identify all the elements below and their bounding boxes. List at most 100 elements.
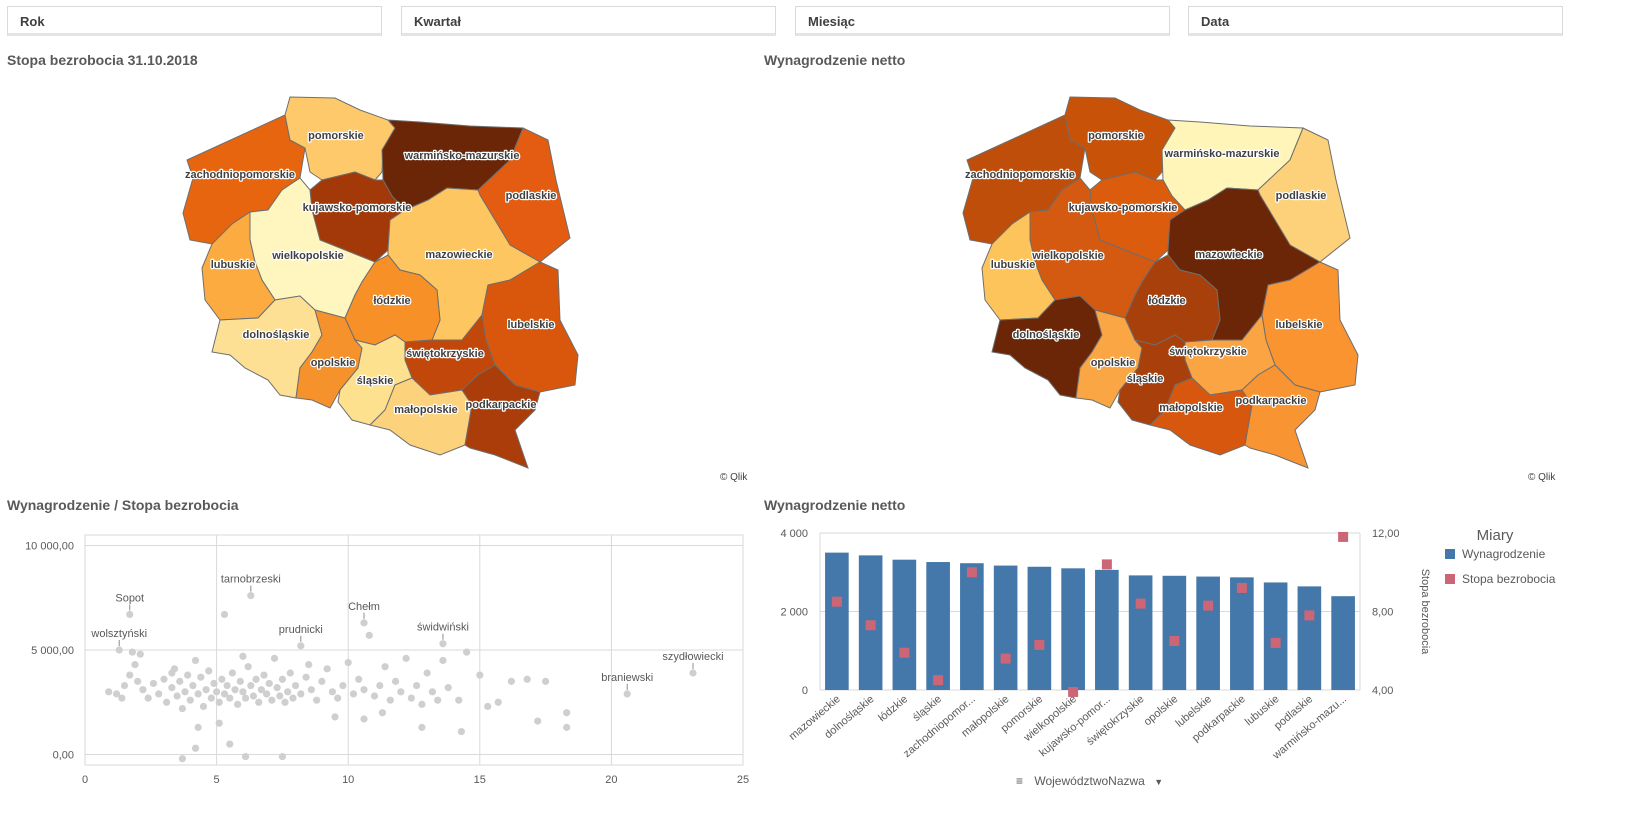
scatter-point	[226, 740, 234, 748]
legend-swatch	[1445, 574, 1455, 584]
x-tick-label: 25	[737, 774, 749, 786]
labeled-point	[689, 669, 697, 677]
marker	[1203, 600, 1214, 611]
scatter-chart[interactable]: 0 5 10 15 20 25 0,00 5 000,00 10 000,00 Sopot wols…	[0, 525, 760, 830]
point-label: braniewski	[601, 672, 653, 684]
bar	[993, 565, 1018, 690]
region-16	[461, 364, 541, 469]
filter-kwartal[interactable]: Kwartał	[401, 6, 776, 36]
scatter-point	[178, 755, 186, 763]
scatter-point	[186, 696, 194, 704]
scatter-point	[563, 709, 571, 717]
scatter-point	[194, 690, 202, 698]
scatter-point	[178, 704, 186, 713]
scatter-point	[360, 715, 368, 723]
filter-miesiac[interactable]: Miesiąc	[795, 6, 1170, 36]
scatter-point	[418, 700, 426, 708]
scatter-point	[263, 690, 271, 698]
scatter-point	[444, 684, 452, 692]
scatter-point	[323, 665, 331, 673]
left-tick-label: 2 000	[780, 607, 808, 619]
marker	[1236, 582, 1247, 593]
scatter-point	[241, 694, 250, 702]
region-label-5: kujawsko-pomorskie	[303, 202, 412, 214]
scatter-point	[134, 677, 142, 685]
marker	[1338, 531, 1349, 542]
scatter-point	[378, 709, 387, 717]
x-tick-label: 0	[82, 774, 88, 786]
scatter-point	[126, 671, 134, 679]
x-tick-label: 15	[474, 774, 486, 786]
point-label: prudnicki	[279, 624, 323, 636]
scatter-point	[286, 669, 294, 677]
region-label-3: warmińsko-mazurskie	[404, 150, 520, 162]
scatter-point	[215, 698, 223, 706]
scatter-point	[120, 681, 129, 690]
labeled-point	[126, 610, 134, 619]
scatter-point	[381, 663, 389, 671]
marker	[1270, 637, 1281, 648]
scatter-point	[191, 744, 200, 752]
unemployment-map[interactable]: zachodniopomorskie pomorskie warmińsko-maz…	[150, 80, 770, 490]
scatter-point	[144, 694, 152, 702]
scatter-point	[168, 684, 176, 692]
left-tick-label: 0	[802, 685, 808, 697]
bar	[892, 559, 917, 690]
region-label-8: mazowieckie	[425, 249, 492, 261]
filter-rok[interactable]: Rok	[7, 6, 382, 36]
point-label: tarnobrzeski	[221, 574, 281, 586]
bar	[1196, 576, 1220, 690]
scatter-point	[407, 694, 415, 702]
y-tick-label: 10 000,00	[25, 540, 74, 552]
bar-chart[interactable]: 0 2 000 4 000 4,00 8,00 12,00 Stopa bezrobocia…	[760, 525, 1640, 830]
region-label-12: opolskie	[1091, 357, 1136, 369]
salary-map[interactable]: zachodniopomorskie pomorskie warmińsko-maz…	[930, 80, 1550, 490]
scatter-point	[507, 677, 515, 685]
point-label: wolsztyński	[90, 628, 147, 640]
scatter-point	[402, 654, 410, 662]
scatter-point	[160, 675, 168, 683]
marker	[899, 647, 910, 658]
bar	[960, 563, 984, 690]
map2-title: Wynagrodzenie netto	[764, 52, 906, 68]
marker	[865, 620, 876, 631]
scatter-point	[265, 679, 273, 688]
x-tick-label: 20	[605, 774, 617, 786]
scatter-point	[349, 690, 358, 698]
bar	[1263, 582, 1288, 690]
scatter-point	[386, 696, 394, 704]
scatter-point	[162, 698, 171, 706]
scatter-point	[494, 698, 502, 706]
scatter-point	[189, 681, 197, 690]
scatter-point	[207, 694, 215, 702]
scatter-point	[255, 698, 263, 706]
scatter-point	[455, 696, 463, 704]
dimension-selector[interactable]: ≡ WojewództwoNazwa ▼	[1016, 774, 1163, 788]
region-label-7: lubuskie	[991, 259, 1036, 271]
filter-label: Kwartał	[414, 14, 461, 29]
scatter-point	[247, 681, 255, 690]
scatter-point	[236, 677, 244, 685]
scatter-point	[523, 675, 531, 683]
region-label-4: podlaskie	[506, 190, 557, 202]
scatter-point	[307, 686, 315, 694]
filter-data[interactable]: Data	[1188, 6, 1563, 36]
scatter-point	[181, 688, 189, 696]
scatter-point	[191, 656, 200, 665]
region-label-10: dolnośląskie	[243, 329, 310, 341]
bar	[1230, 577, 1254, 690]
scatter-point	[268, 696, 276, 704]
scatter-point	[344, 658, 352, 667]
scatter-point	[273, 684, 281, 692]
region-7	[201, 211, 276, 321]
point-label: Sopot	[115, 592, 144, 604]
y-tick-label: 0,00	[53, 750, 74, 762]
scatter-point	[215, 719, 223, 727]
region-15	[369, 377, 473, 456]
scatter-point	[439, 656, 447, 665]
region-label-2: pomorskie	[1088, 130, 1144, 142]
bar	[1061, 568, 1085, 690]
scatter-point	[563, 723, 571, 731]
scatter-point	[423, 669, 431, 677]
marker	[1101, 559, 1112, 570]
